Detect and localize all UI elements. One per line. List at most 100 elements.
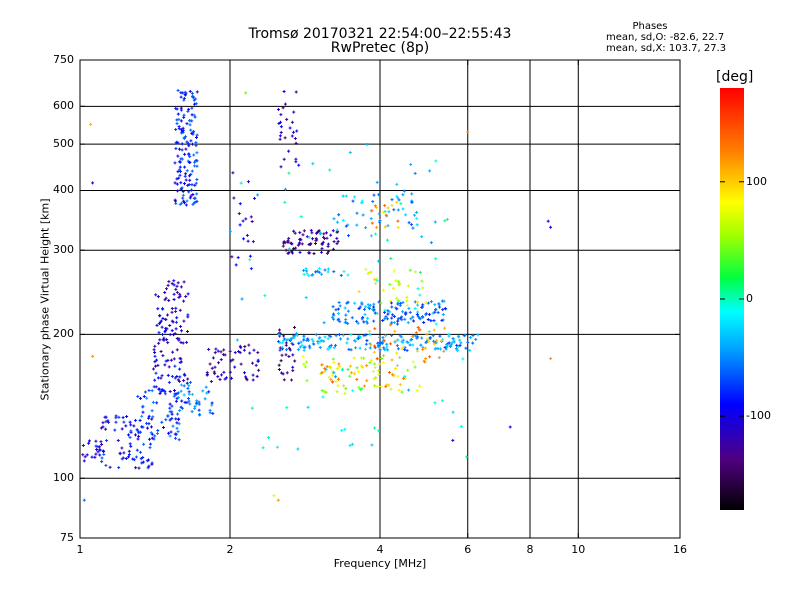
data-point (135, 455, 137, 459)
data-point (358, 336, 359, 340)
data-point (195, 141, 197, 145)
data-point (338, 362, 340, 366)
data-point (176, 118, 178, 122)
data-point (102, 425, 104, 429)
data-point (158, 341, 160, 345)
data-point (173, 298, 175, 301)
data-point (370, 234, 372, 238)
data-point (442, 308, 444, 312)
data-point (251, 220, 253, 223)
data-point (211, 401, 213, 405)
data-point (184, 136, 185, 140)
data-point (372, 369, 374, 373)
data-point (427, 301, 429, 305)
data-point (280, 120, 281, 124)
data-point (164, 392, 166, 396)
data-point (429, 169, 431, 173)
data-point (403, 376, 404, 380)
data-point (135, 418, 136, 422)
data-point (182, 196, 184, 200)
data-point (184, 373, 186, 377)
data-point (143, 442, 145, 446)
data-point (196, 178, 198, 181)
data-point (401, 315, 403, 319)
data-point (102, 421, 104, 425)
data-point (319, 336, 321, 340)
data-point (177, 430, 179, 434)
data-point (135, 466, 137, 470)
data-point (288, 236, 290, 240)
data-point (367, 303, 369, 307)
data-point (184, 90, 186, 94)
data-point (186, 340, 188, 344)
data-point (332, 374, 334, 377)
data-point (397, 374, 399, 378)
data-point (465, 346, 467, 350)
data-point (301, 242, 303, 246)
data-point (308, 243, 310, 246)
data-point (240, 346, 242, 350)
data-point (383, 346, 385, 350)
data-point (370, 358, 372, 362)
data-point (175, 199, 176, 203)
data-point (277, 498, 279, 502)
data-point (363, 356, 365, 360)
data-point (412, 343, 414, 347)
data-point (414, 270, 416, 274)
data-point (168, 299, 170, 302)
data-point (109, 465, 111, 469)
data-point (396, 344, 398, 348)
data-point (173, 357, 175, 361)
data-point (366, 143, 368, 146)
data-point (422, 286, 424, 290)
data-point (374, 366, 376, 369)
data-point (153, 367, 154, 371)
data-point (295, 246, 297, 250)
data-point (416, 389, 418, 392)
data-point (319, 267, 320, 270)
data-point (363, 320, 365, 324)
data-point (441, 299, 443, 303)
data-point (281, 353, 283, 357)
data-point (308, 344, 310, 348)
data-point (437, 311, 439, 315)
data-point (155, 371, 157, 375)
data-point (385, 213, 387, 217)
data-point (160, 319, 162, 323)
data-point (306, 235, 308, 239)
data-point (97, 445, 99, 449)
data-point (176, 375, 178, 378)
data-point (419, 316, 421, 320)
data-point (399, 282, 401, 286)
data-point (441, 318, 443, 322)
data-point (208, 390, 210, 394)
data-point (315, 239, 317, 243)
data-point (280, 359, 282, 363)
data-point (180, 91, 182, 95)
data-point (433, 319, 435, 323)
data-point (437, 347, 439, 351)
data-point (229, 229, 231, 233)
data-point (128, 449, 130, 453)
data-point (311, 231, 313, 235)
data-point (322, 240, 324, 244)
data-point (288, 251, 290, 255)
data-point (378, 345, 380, 349)
data-point (321, 242, 323, 246)
data-point (293, 247, 295, 251)
data-point (342, 194, 344, 198)
data-point (398, 388, 400, 392)
data-point (175, 310, 177, 313)
data-point (361, 387, 363, 391)
data-point (191, 183, 193, 187)
data-point (375, 206, 377, 209)
data-point (204, 397, 206, 401)
data-point (137, 429, 139, 433)
data-point (176, 396, 178, 400)
data-point (366, 364, 368, 368)
data-point (213, 370, 215, 374)
data-point (162, 354, 164, 358)
data-point (184, 174, 186, 178)
data-point (288, 247, 290, 251)
data-point (189, 174, 190, 178)
